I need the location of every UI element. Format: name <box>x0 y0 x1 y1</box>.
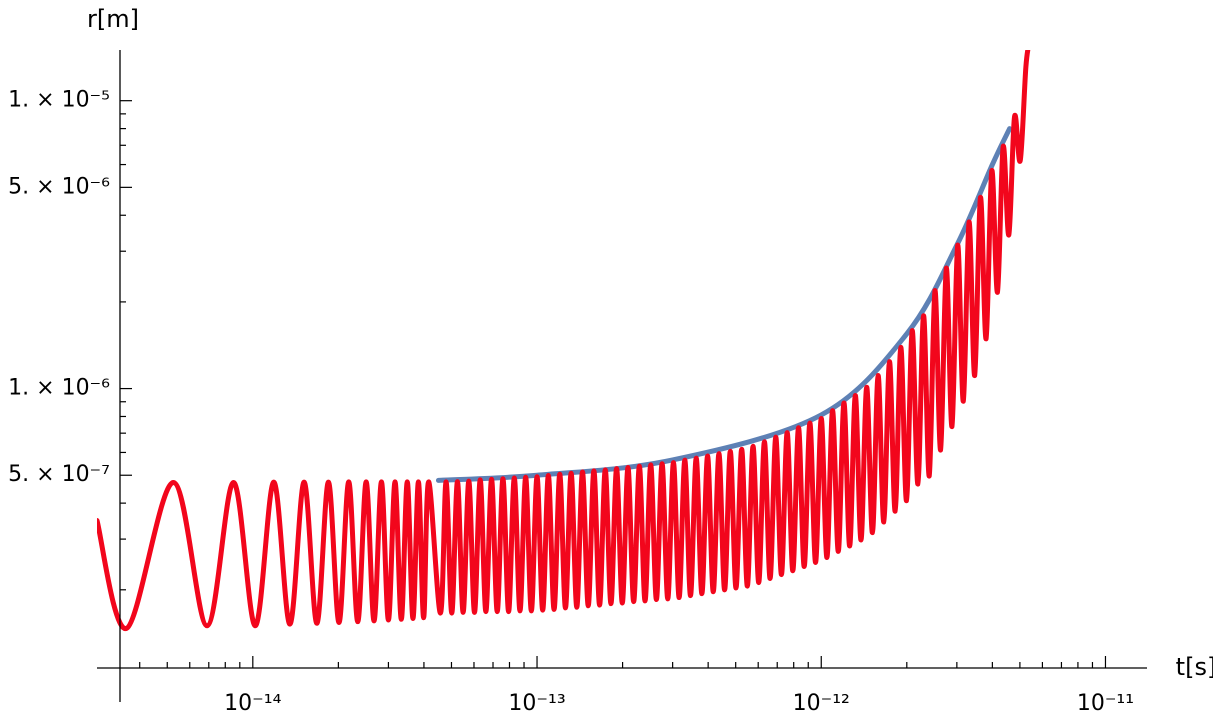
y-tick-label: 5. × 10⁻⁶ <box>8 174 110 199</box>
y-axis-label: r[m] <box>87 5 139 33</box>
x-tick-label: 10⁻¹³ <box>508 691 565 716</box>
x-tick-label: 10⁻¹² <box>793 691 850 716</box>
x-tick-label: 10⁻¹¹ <box>1077 691 1134 716</box>
y-tick-label: 1. × 10⁻⁵ <box>8 88 110 113</box>
x-tick-label: 10⁻¹⁴ <box>224 691 281 716</box>
plot-area <box>97 50 1031 631</box>
data-line <box>97 50 1031 631</box>
y-tick-label: 1. × 10⁻⁶ <box>8 376 110 401</box>
y-tick-label: 5. × 10⁻⁷ <box>8 462 110 487</box>
x-axis-label: t[s] <box>1176 653 1213 681</box>
data-line <box>435 126 1013 483</box>
